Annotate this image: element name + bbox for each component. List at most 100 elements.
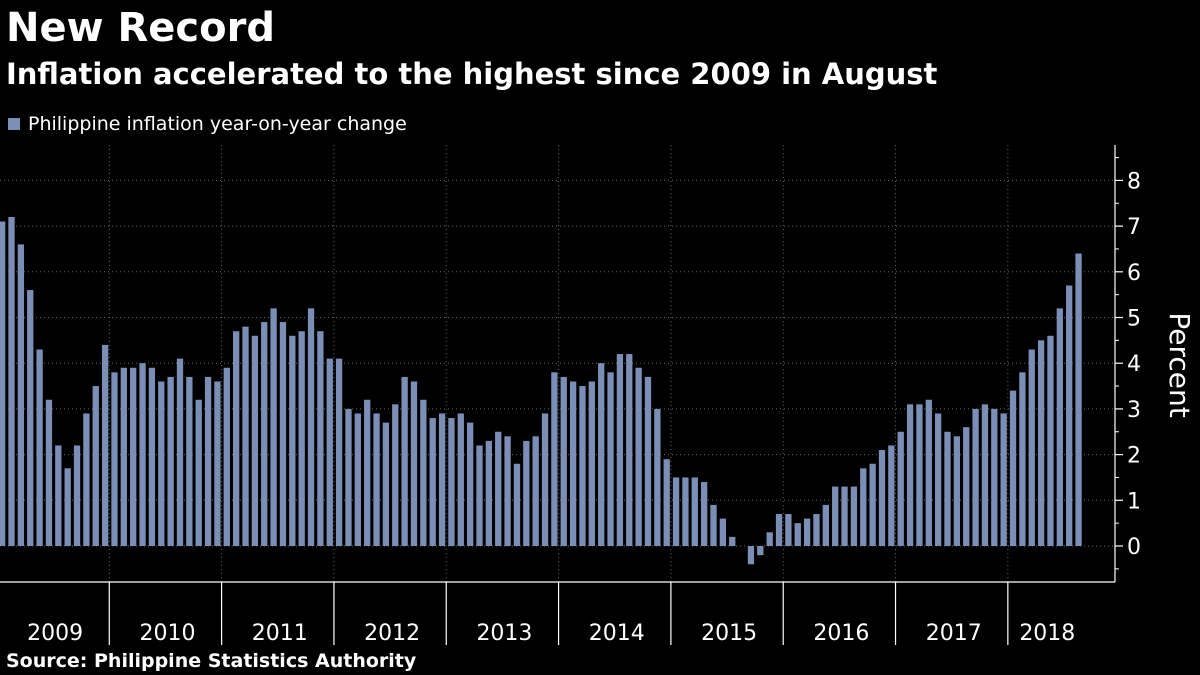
bar xyxy=(261,322,268,546)
bar xyxy=(27,290,34,546)
bars-layer xyxy=(0,216,1082,565)
bar xyxy=(176,358,184,546)
bar xyxy=(373,413,380,546)
y-tick-label: 7 xyxy=(1127,215,1141,240)
bar xyxy=(775,514,783,546)
x-tick-label: 2016 xyxy=(813,621,869,646)
bar xyxy=(822,504,829,546)
bar xyxy=(438,413,446,546)
bar xyxy=(569,381,577,546)
bar xyxy=(935,413,942,546)
bar xyxy=(326,358,333,546)
source-note: Source: Philippine Statistics Authority xyxy=(6,650,417,672)
bar xyxy=(1056,308,1063,546)
bar xyxy=(888,445,895,546)
x-tick-label: 2015 xyxy=(701,621,757,646)
bar xyxy=(317,331,324,546)
x-tick-label: 2014 xyxy=(589,621,645,646)
bar xyxy=(719,518,727,546)
bar xyxy=(73,445,81,546)
chart-title: New Record xyxy=(6,5,275,51)
x-tick-label: 2010 xyxy=(139,621,195,646)
bar xyxy=(457,413,464,546)
bar xyxy=(1000,413,1007,546)
bar xyxy=(644,376,652,546)
x-tick-label: 2018 xyxy=(1019,621,1075,646)
bar xyxy=(36,349,43,546)
bar xyxy=(111,372,118,546)
bar xyxy=(1028,349,1035,546)
x-tick-label: 2009 xyxy=(27,621,83,646)
bar xyxy=(148,367,156,546)
bar xyxy=(598,363,605,546)
bar xyxy=(364,399,371,546)
legend: Philippine inflation year-on-year change xyxy=(8,111,407,137)
bar xyxy=(523,440,530,546)
bar xyxy=(991,408,998,546)
bar xyxy=(757,546,764,556)
chart-subtitle: Inflation accelerated to the highest sin… xyxy=(6,57,938,91)
bar xyxy=(654,408,661,546)
bar xyxy=(616,354,624,546)
bar xyxy=(270,308,277,546)
bar xyxy=(130,367,137,546)
bar xyxy=(233,331,240,546)
bar xyxy=(841,486,848,546)
bar xyxy=(682,477,689,546)
bar xyxy=(223,367,230,546)
bar xyxy=(850,486,858,546)
bar xyxy=(691,477,698,546)
bar xyxy=(832,486,839,546)
bar xyxy=(541,413,549,546)
x-tick-label: 2011 xyxy=(252,621,308,646)
bar xyxy=(120,367,127,546)
bar xyxy=(972,408,979,546)
bar xyxy=(83,413,90,546)
bar xyxy=(335,358,343,546)
bar xyxy=(944,431,951,546)
bar xyxy=(672,477,680,546)
bar xyxy=(17,244,25,546)
y-tick-label: 3 xyxy=(1127,398,1141,423)
y-tick-label: 6 xyxy=(1127,261,1141,286)
y-tick-label: 2 xyxy=(1127,444,1141,469)
bar xyxy=(766,532,773,546)
bar xyxy=(8,216,15,546)
legend-label: Philippine inflation year-on-year change xyxy=(28,113,407,135)
bar xyxy=(392,404,399,546)
bar xyxy=(729,536,736,546)
bar xyxy=(45,399,53,546)
bar xyxy=(916,404,923,546)
bar xyxy=(289,335,296,546)
bar xyxy=(307,308,315,546)
bar xyxy=(532,436,539,546)
bar xyxy=(186,376,193,546)
bar xyxy=(963,427,970,546)
bar xyxy=(1009,390,1017,546)
bar xyxy=(607,372,614,546)
y-tick-label: 8 xyxy=(1127,169,1141,194)
bar xyxy=(1019,372,1026,546)
legend-swatch xyxy=(8,118,20,130)
bar xyxy=(420,399,427,546)
bar xyxy=(1047,335,1054,546)
bar xyxy=(354,413,361,546)
bar xyxy=(139,363,146,546)
bar xyxy=(747,546,755,565)
bar xyxy=(55,445,62,546)
bar xyxy=(663,459,670,546)
x-tick-label: 2012 xyxy=(364,621,420,646)
bar xyxy=(813,514,820,546)
bar xyxy=(298,331,305,546)
bar xyxy=(626,354,633,546)
bar xyxy=(279,322,287,546)
bar xyxy=(981,404,989,546)
bar xyxy=(504,436,511,546)
x-tick-label: 2017 xyxy=(926,621,982,646)
x-tick-label: 2013 xyxy=(476,621,532,646)
bar xyxy=(410,381,418,546)
bar xyxy=(251,335,259,546)
bar xyxy=(701,482,708,546)
bar xyxy=(869,463,876,546)
bar xyxy=(401,376,408,546)
